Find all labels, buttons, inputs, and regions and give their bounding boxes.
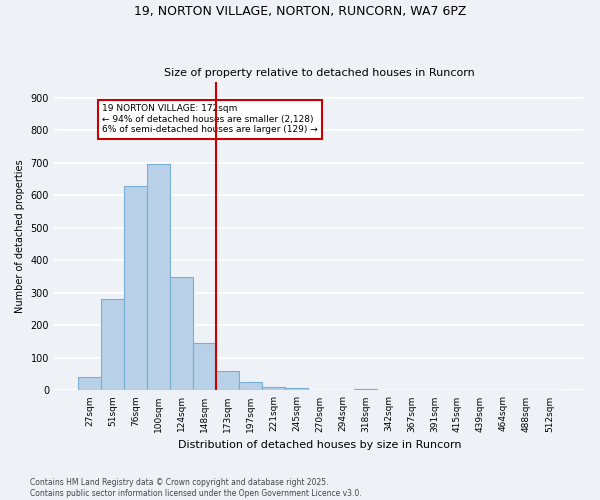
Bar xyxy=(124,186,147,390)
Y-axis label: Number of detached properties: Number of detached properties xyxy=(15,159,25,313)
Text: Contains HM Land Registry data © Crown copyright and database right 2025.
Contai: Contains HM Land Registry data © Crown c… xyxy=(30,478,362,498)
Bar xyxy=(147,164,170,390)
Bar xyxy=(193,344,216,390)
Bar xyxy=(239,382,262,390)
Bar xyxy=(216,371,239,390)
X-axis label: Distribution of detached houses by size in Runcorn: Distribution of detached houses by size … xyxy=(178,440,461,450)
Bar xyxy=(101,300,124,390)
Bar xyxy=(262,386,285,390)
Bar xyxy=(170,276,193,390)
Text: 19, NORTON VILLAGE, NORTON, RUNCORN, WA7 6PZ: 19, NORTON VILLAGE, NORTON, RUNCORN, WA7… xyxy=(134,5,466,18)
Title: Size of property relative to detached houses in Runcorn: Size of property relative to detached ho… xyxy=(164,68,475,78)
Text: 19 NORTON VILLAGE: 172sqm
← 94% of detached houses are smaller (2,128)
6% of sem: 19 NORTON VILLAGE: 172sqm ← 94% of detac… xyxy=(102,104,318,134)
Bar xyxy=(78,378,101,390)
Bar xyxy=(285,388,308,390)
